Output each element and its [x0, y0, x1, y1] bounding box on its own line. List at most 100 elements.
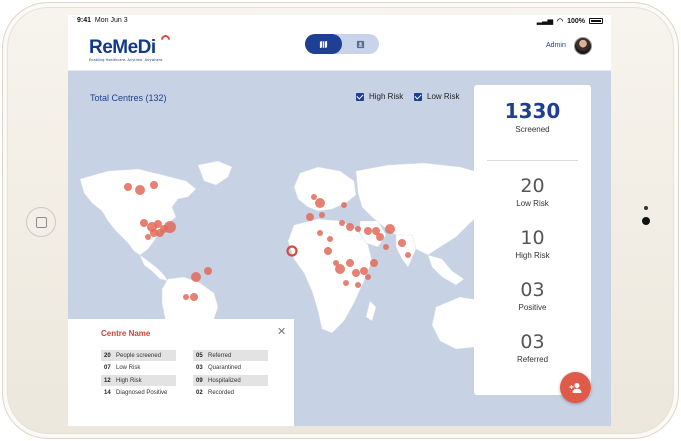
centre-marker[interactable]	[154, 220, 162, 228]
list-view-button[interactable]	[342, 34, 379, 54]
status-right: ▂▃▅ ◠ 100%	[537, 17, 603, 25]
centre-marker[interactable]	[355, 282, 361, 288]
land-india	[395, 234, 417, 268]
stats-panel: 1330 Screened 20 Low Risk 10 High Risk 0…	[474, 85, 591, 395]
centre-marker[interactable]	[343, 280, 349, 286]
centre-marker[interactable]	[315, 198, 325, 208]
map-icon	[319, 40, 328, 48]
stat-label: Referred	[516, 355, 549, 364]
low-risk-label: Low Risk	[427, 92, 460, 101]
centre-marker[interactable]	[355, 226, 361, 232]
centre-marker[interactable]	[376, 233, 384, 241]
centre-marker[interactable]	[311, 194, 317, 200]
signal-icon: ▂▃▅	[536, 18, 553, 25]
centre-marker[interactable]	[385, 224, 395, 234]
stat-low-risk: 20 Low Risk	[474, 175, 591, 208]
centre-marker[interactable]	[145, 234, 151, 240]
high-risk-filter[interactable]: High Risk	[356, 92, 403, 101]
selected-centre-marker[interactable]	[286, 245, 298, 257]
centre-marker[interactable]	[341, 202, 347, 208]
user-name[interactable]: Admin	[546, 42, 566, 49]
centre-marker[interactable]	[319, 212, 325, 218]
centre-marker[interactable]	[164, 221, 176, 233]
stat-label: Positive	[518, 303, 547, 312]
centre-marker[interactable]	[364, 227, 372, 235]
centre-marker[interactable]	[324, 247, 332, 255]
low-risk-checkbox[interactable]	[414, 92, 422, 101]
map-area[interactable]: Total Centres (132) High Risk Low Risk 1…	[68, 71, 611, 426]
app-header: ReMeDi Enabling Healthcare. Anytime. Any…	[68, 29, 611, 71]
stats-divider	[487, 160, 578, 161]
centre-marker[interactable]	[398, 239, 406, 247]
centre-marker[interactable]	[352, 269, 360, 277]
centre-marker[interactable]	[156, 229, 164, 237]
centre-marker[interactable]	[183, 294, 189, 300]
avatar[interactable]	[574, 37, 592, 55]
add-person-button[interactable]	[560, 372, 591, 403]
centre-marker[interactable]	[383, 244, 389, 250]
total-centres-label: Total Centres (132)	[90, 93, 167, 103]
stat-value: 1330	[504, 99, 561, 123]
centre-marker[interactable]	[335, 264, 345, 274]
centre-marker[interactable]	[317, 230, 323, 236]
high-risk-checkbox[interactable]	[356, 92, 364, 101]
battery-percent: 100%	[567, 17, 585, 25]
centre-marker[interactable]	[190, 293, 198, 301]
centre-marker[interactable]	[191, 272, 201, 282]
stat-value: 03	[520, 331, 545, 353]
centre-marker[interactable]	[204, 267, 212, 275]
app-screen: 9:41 Mon Jun 3 ▂▃▅ ◠ 100% ReMeDi Enablin…	[68, 15, 611, 426]
centre-stat-row: 12 High Risk	[101, 375, 176, 386]
centre-marker[interactable]	[140, 219, 148, 227]
stat-value: 10	[520, 227, 545, 249]
centre-marker[interactable]	[346, 259, 354, 267]
centre-marker[interactable]	[124, 183, 132, 191]
centre-marker[interactable]	[339, 220, 345, 226]
brand-logo[interactable]: ReMeDi Enabling Healthcare. Anytime. Any…	[89, 33, 172, 62]
home-square-icon	[36, 217, 47, 228]
stat-screened: 1330 Screened	[474, 99, 591, 134]
centre-marker[interactable]	[333, 260, 339, 266]
centre-stat-row: 20 People screened	[101, 350, 176, 361]
land-greenland	[197, 160, 233, 186]
centre-marker[interactable]	[346, 223, 354, 231]
stat-label: Low Risk	[516, 199, 549, 208]
map-view-button[interactable]	[305, 34, 342, 54]
stat-label: High Risk	[515, 251, 550, 260]
centre-stat-row: 02 Recorded	[196, 389, 235, 396]
close-icon[interactable]: ✕	[277, 325, 287, 338]
sensor	[644, 206, 648, 210]
centre-marker[interactable]	[306, 213, 314, 221]
land-europe	[293, 166, 357, 212]
centre-marker[interactable]	[135, 185, 145, 195]
centre-marker[interactable]	[360, 267, 368, 275]
stat-positive: 03 Positive	[474, 279, 591, 312]
brand-tagline: Enabling Healthcare. Anytime. Anywhere.	[89, 58, 164, 62]
centre-marker[interactable]	[150, 229, 158, 237]
home-button[interactable]	[26, 207, 56, 237]
land-north-america	[79, 168, 197, 256]
land-se-asia	[427, 254, 465, 286]
centre-markers	[124, 181, 411, 301]
view-toggle	[305, 34, 379, 54]
centre-stat-row: 14 Diagnosed Positive	[104, 389, 168, 396]
centre-name: Centre Name	[101, 329, 151, 338]
centre-marker[interactable]	[372, 227, 380, 235]
centre-marker[interactable]	[327, 236, 333, 242]
stat-label: Screened	[515, 125, 550, 134]
battery-icon	[589, 18, 603, 24]
centre-marker[interactable]	[405, 252, 411, 258]
wifi-icon: ◠	[556, 18, 564, 25]
centre-marker[interactable]	[370, 259, 378, 267]
centre-stat-row: 05 Referred	[193, 350, 268, 361]
add-person-icon	[569, 382, 581, 393]
centre-marker[interactable]	[365, 274, 371, 280]
centre-stat-row: 07 Low Risk	[104, 364, 141, 371]
stat-high-risk: 10 High Risk	[474, 227, 591, 260]
status-time: 9:41 Mon Jun 3	[77, 17, 128, 24]
stat-value: 20	[520, 175, 545, 197]
low-risk-filter[interactable]: Low Risk	[414, 92, 459, 101]
centre-details-card: Centre Name ✕ 20 People screened 07 Low Ri…	[68, 319, 294, 426]
centre-marker[interactable]	[150, 181, 158, 189]
brand-name: ReMeDi	[89, 37, 156, 58]
